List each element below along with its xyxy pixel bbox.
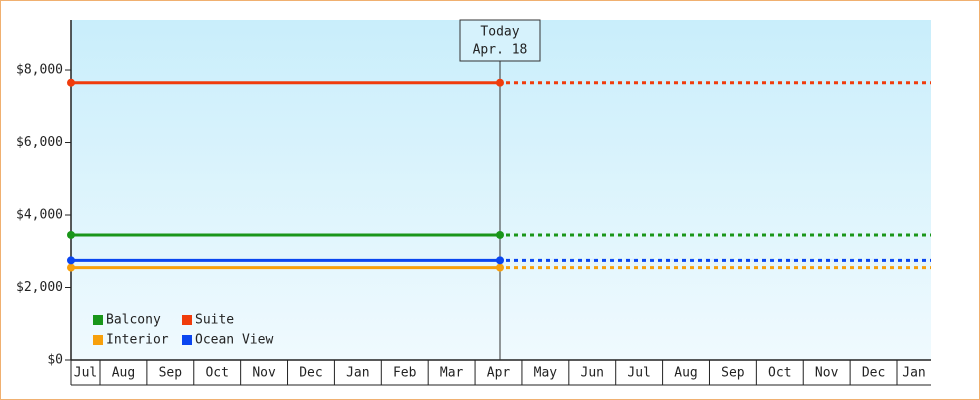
point xyxy=(67,230,75,239)
x-tick-label: Sep xyxy=(721,366,745,381)
x-tick-label: Dec xyxy=(862,366,885,381)
annotation-date: Apr. 18 xyxy=(473,43,528,58)
legend-swatch xyxy=(182,335,192,345)
point xyxy=(496,230,504,239)
x-tick-label: Dec xyxy=(299,366,322,381)
point xyxy=(496,256,504,265)
plot-area xyxy=(71,20,931,360)
point xyxy=(67,78,75,87)
x-tick-label: Mar xyxy=(440,366,464,381)
x-tick-label: Aug xyxy=(112,366,135,381)
x-tick-label: Jan xyxy=(902,366,925,381)
x-tick-label: Aug xyxy=(674,366,697,381)
y-tick-label: $0 xyxy=(47,353,63,368)
y-tick-label: $4,000 xyxy=(16,208,63,223)
legend-swatch xyxy=(182,315,192,325)
x-tick-label: Jul xyxy=(74,366,97,381)
legend-label: Ocean View xyxy=(195,333,273,348)
x-tick-label: Nov xyxy=(815,366,839,381)
legend-swatch xyxy=(93,315,103,325)
legend-label: Suite xyxy=(195,313,234,328)
legend-label: Interior xyxy=(106,333,169,348)
y-tick-label: $8,000 xyxy=(16,63,63,78)
today-box xyxy=(459,19,541,62)
point xyxy=(496,78,504,87)
point xyxy=(67,263,75,272)
x-tick-label: Nov xyxy=(252,366,276,381)
y-tick-label: $2,000 xyxy=(16,280,63,295)
y-tick-label: $6,000 xyxy=(16,135,63,150)
x-tick-label: Apr xyxy=(487,366,511,381)
point xyxy=(67,256,75,265)
x-tick-label: Jan xyxy=(346,366,369,381)
legend-swatch xyxy=(93,335,103,345)
x-tick-label: Oct xyxy=(205,366,228,381)
x-tick-label: May xyxy=(534,366,558,381)
x-tick-label: Sep xyxy=(159,366,183,381)
x-tick-label: Oct xyxy=(768,366,791,381)
point xyxy=(496,263,504,272)
x-tick-label: Feb xyxy=(393,366,417,381)
x-tick-label: Jun xyxy=(581,366,604,381)
annotation-title: Today xyxy=(480,25,519,40)
x-tick-label: Jul xyxy=(627,366,650,381)
legend-label: Balcony xyxy=(106,313,161,328)
